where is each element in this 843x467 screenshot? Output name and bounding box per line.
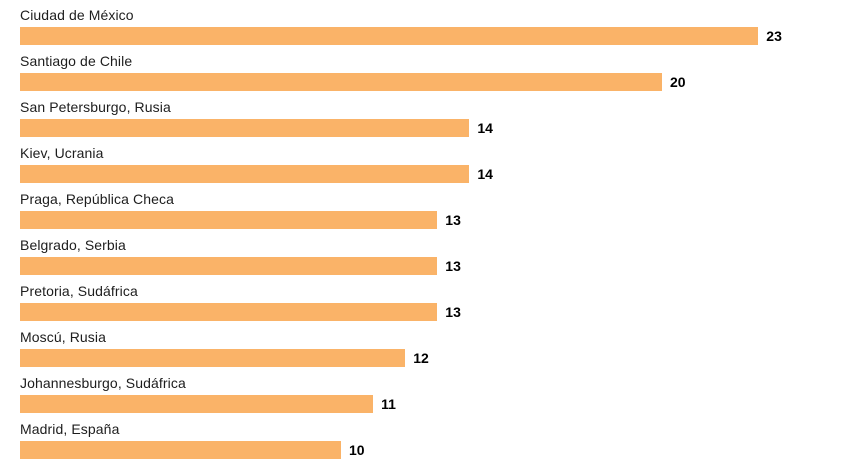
bar-line: 13 bbox=[20, 303, 843, 321]
chart-row: Madrid, España 10 bbox=[20, 422, 843, 459]
bar-value: 13 bbox=[445, 304, 461, 320]
bar-value: 13 bbox=[445, 212, 461, 228]
category-label: Madrid, España bbox=[20, 421, 120, 437]
bar-value: 13 bbox=[445, 258, 461, 274]
chart-row: Pretoria, Sudáfrica 13 bbox=[20, 284, 843, 321]
bar-line: 11 bbox=[20, 395, 843, 413]
chart-row: Johannesburgo, Sudáfrica 11 bbox=[20, 376, 843, 413]
bar-value: 20 bbox=[670, 74, 686, 90]
chart-row: Moscú, Rusia 12 bbox=[20, 330, 843, 367]
bar-line: 20 bbox=[20, 73, 843, 91]
bar bbox=[20, 257, 438, 275]
category-label: Pretoria, Sudáfrica bbox=[20, 283, 138, 299]
bar bbox=[20, 395, 374, 413]
bar-value: 23 bbox=[766, 28, 782, 44]
category-label: Johannesburgo, Sudáfrica bbox=[20, 375, 186, 391]
bar-value: 14 bbox=[477, 120, 493, 136]
bar bbox=[20, 119, 470, 137]
bar bbox=[20, 27, 759, 45]
bar-line: 14 bbox=[20, 165, 843, 183]
bar-value: 10 bbox=[349, 442, 365, 458]
bar-line: 12 bbox=[20, 349, 843, 367]
bar bbox=[20, 165, 470, 183]
category-label: Kiev, Ucrania bbox=[20, 145, 104, 161]
chart-row: Praga, República Checa 13 bbox=[20, 192, 843, 229]
bar bbox=[20, 349, 406, 367]
bar-line: 23 bbox=[20, 27, 843, 45]
category-label: Belgrado, Serbia bbox=[20, 237, 126, 253]
bar bbox=[20, 303, 438, 321]
bar-line: 13 bbox=[20, 211, 843, 229]
chart-row: San Petersburgo, Rusia 14 bbox=[20, 100, 843, 137]
bar-value: 11 bbox=[381, 396, 396, 412]
bar-value: 14 bbox=[477, 166, 493, 182]
bar-line: 14 bbox=[20, 119, 843, 137]
bar-line: 13 bbox=[20, 257, 843, 275]
chart-row: Ciudad de México 23 bbox=[20, 8, 843, 45]
category-label: Ciudad de México bbox=[20, 7, 134, 23]
chart-row: Santiago de Chile 20 bbox=[20, 54, 843, 91]
bar bbox=[20, 73, 662, 91]
bar bbox=[20, 211, 438, 229]
category-label: Santiago de Chile bbox=[20, 53, 133, 69]
category-label: San Petersburgo, Rusia bbox=[20, 99, 171, 115]
category-label: Praga, República Checa bbox=[20, 191, 174, 207]
bar-value: 12 bbox=[413, 350, 429, 366]
chart-row: Belgrado, Serbia 13 bbox=[20, 238, 843, 275]
bar-line: 10 bbox=[20, 441, 843, 459]
bar bbox=[20, 441, 341, 459]
chart-row: Kiev, Ucrania 14 bbox=[20, 146, 843, 183]
category-label: Moscú, Rusia bbox=[20, 329, 107, 345]
